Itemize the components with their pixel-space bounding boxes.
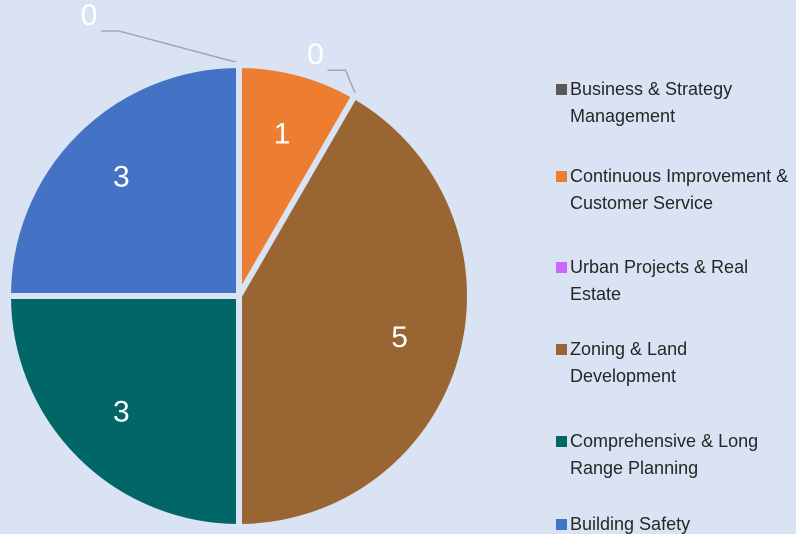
data-label: 3 — [113, 396, 130, 429]
data-label: 1 — [274, 117, 291, 150]
legend-label: Building Safety — [570, 514, 691, 534]
leader-line — [101, 30, 240, 64]
legend-swatch — [556, 171, 567, 182]
legend-swatch — [556, 436, 567, 447]
legend-label: Comprehensive & Long Range Planning — [570, 431, 759, 478]
legend-label: Urban Projects & Real Estate — [570, 257, 749, 304]
data-label: 0 — [81, 0, 98, 32]
data-label: 0 — [307, 38, 324, 71]
leader-line — [327, 69, 357, 95]
pie-slice — [236, 61, 359, 308]
data-label: 3 — [113, 160, 130, 193]
legend-label: Continuous Improvement & Customer Servic… — [570, 166, 789, 213]
pie-slice — [4, 293, 242, 531]
legend-swatch — [556, 344, 567, 355]
pie-slice — [4, 61, 242, 299]
legend-swatch — [556, 84, 567, 95]
data-label: 5 — [391, 321, 408, 354]
legend-label: Zoning & Land Development — [570, 339, 688, 386]
legend-label: Business & Strategy Management — [570, 79, 733, 126]
legend-swatch — [556, 262, 567, 273]
legend-swatch — [556, 519, 567, 530]
pie-slice — [236, 91, 473, 531]
